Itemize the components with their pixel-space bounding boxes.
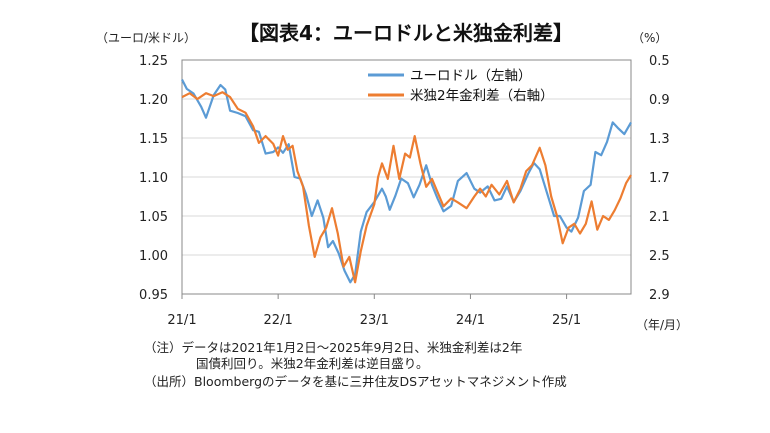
left-axis-ticks: 1.25 1.20 1.15 1.10 1.05 1.00 0.95 (139, 54, 168, 303)
right-tick-label: 1.7 (649, 171, 670, 186)
left-tick-label: 0.95 (139, 288, 168, 303)
spread-line (181, 91, 632, 284)
right-tick-label: 0.5 (649, 54, 670, 69)
right-tick-label: 2.5 (649, 249, 670, 264)
left-tick-label: 1.15 (139, 132, 168, 147)
right-tick-label: 0.9 (649, 93, 670, 108)
right-axis-unit: （%） (632, 31, 667, 45)
right-tick-label: 2.1 (649, 210, 670, 225)
note-line-2: 国債利回り。米独2年金利差は逆目盛り。 (196, 356, 429, 371)
left-tick-label: 1.05 (139, 210, 168, 225)
eurusd-line (181, 78, 632, 284)
legend-label-spread: 米独2年金利差（右軸） (410, 88, 554, 104)
x-tick-label: 23/1 (360, 313, 389, 328)
series-lines (181, 78, 632, 284)
x-tick-label: 21/1 (167, 313, 196, 328)
chart: 【図表4：ユーロドルと米独金利差】 （ユーロ/米ドル） （%） 1.25 1.20… (96, 21, 688, 332)
source-line: （出所）Bloombergのデータを基に三井住友DSアセットマネジメント作成 (144, 374, 567, 389)
legend: ユーロドル（左軸） 米独2年金利差（右軸） (368, 68, 554, 104)
left-tick-label: 1.10 (139, 171, 168, 186)
right-axis-ticks: 0.5 0.9 1.3 1.7 2.1 2.5 2.9 (649, 54, 670, 303)
right-tick-label: 2.9 (649, 288, 670, 303)
chart-title: 【図表4：ユーロドルと米独金利差】 (239, 21, 573, 45)
left-axis-unit: （ユーロ/米ドル） (96, 31, 196, 45)
right-tick-label: 1.3 (649, 132, 670, 147)
x-tick-label: 24/1 (456, 313, 485, 328)
note-line-1: （注）データは2021年1月2日～2025年9月2日、米独金利差は2年 (144, 340, 523, 355)
x-tick-label: 25/1 (552, 313, 581, 328)
legend-label-eurusd: ユーロドル（左軸） (410, 68, 532, 84)
left-tick-label: 1.00 (139, 249, 168, 264)
x-axis-ticks: 21/1 22/1 23/1 24/1 25/1 (167, 294, 581, 328)
x-axis-unit: （年/月） (636, 318, 688, 332)
x-tick-label: 22/1 (264, 313, 293, 328)
left-tick-label: 1.20 (139, 93, 168, 108)
left-tick-label: 1.25 (139, 54, 168, 69)
